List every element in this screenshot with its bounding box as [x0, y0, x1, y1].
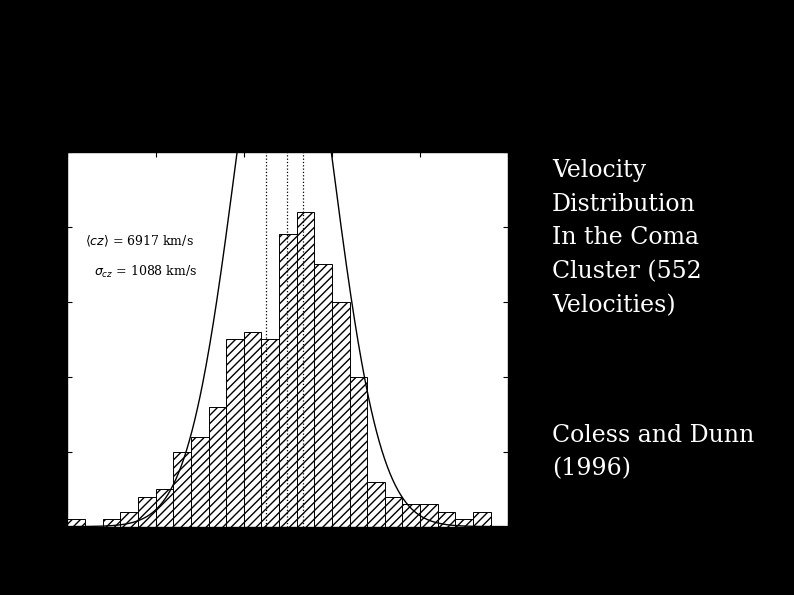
Bar: [279, 234, 297, 527]
Y-axis label: Number: Number: [30, 313, 43, 365]
Bar: [455, 519, 473, 527]
Bar: [437, 512, 455, 527]
Text: Velocity
Distribution
In the Coma
Cluster (552
Velocities): Velocity Distribution In the Coma Cluste…: [552, 159, 702, 317]
Bar: [261, 339, 279, 527]
Text: Cluster kinematics: Cluster kinematics: [133, 21, 557, 65]
Bar: [102, 519, 121, 527]
Bar: [67, 519, 85, 527]
Bar: [191, 437, 209, 527]
Bar: [349, 377, 367, 527]
Bar: [138, 497, 156, 527]
Bar: [121, 512, 138, 527]
Bar: [244, 331, 261, 527]
Bar: [385, 497, 403, 527]
Bar: [156, 489, 173, 527]
Bar: [473, 512, 491, 527]
Text: NGC 4839: NGC 4839: [305, 146, 357, 155]
Text: $\langle cz \rangle$ = 6917 km/s: $\langle cz \rangle$ = 6917 km/s: [85, 234, 194, 249]
Text: NGC 4889: NGC 4889: [212, 146, 264, 155]
Bar: [403, 504, 420, 527]
Bar: [297, 212, 314, 527]
Bar: [226, 339, 244, 527]
X-axis label: cz (km/s): cz (km/s): [259, 547, 317, 560]
Text: NGC 4874: NGC 4874: [261, 124, 313, 133]
Bar: [367, 481, 385, 527]
Bar: [314, 264, 332, 527]
Bar: [173, 452, 191, 527]
Text: $\sigma_{cz}$ = 1088 km/s: $\sigma_{cz}$ = 1088 km/s: [94, 264, 197, 280]
Bar: [209, 406, 226, 527]
Text: Coless and Dunn
(1996): Coless and Dunn (1996): [552, 424, 754, 481]
Bar: [332, 302, 349, 527]
Bar: [420, 504, 437, 527]
